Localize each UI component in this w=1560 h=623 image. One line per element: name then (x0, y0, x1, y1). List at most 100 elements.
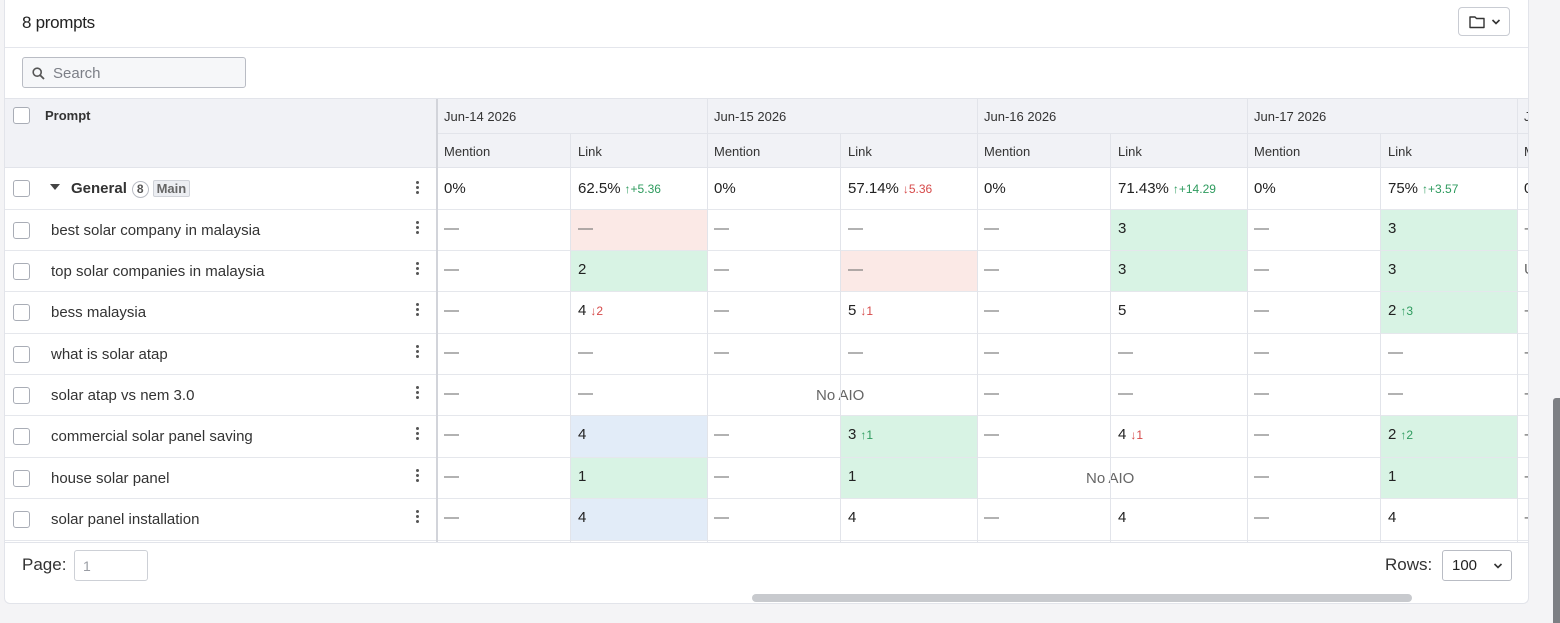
mention-value: - (1524, 385, 1529, 402)
link-value: 4 (578, 509, 590, 526)
link-number: — (1118, 385, 1133, 402)
link-value: 1 (578, 468, 590, 485)
mention-value: — (1254, 468, 1269, 485)
more-vertical-icon[interactable] (416, 221, 420, 236)
subcolumn-divider (1110, 133, 1111, 542)
row-checkbox[interactable] (13, 511, 30, 528)
rows-per-page-select[interactable]: 100 (1442, 550, 1512, 581)
link-number: — (1388, 344, 1403, 361)
prompt-label[interactable]: house solar panel (51, 470, 170, 487)
prompt-label[interactable]: top solar companies in malaysia (51, 263, 265, 280)
link-number: 1 (1388, 468, 1397, 485)
link-delta: ↓2 (590, 304, 604, 318)
mention-value: — (984, 385, 999, 402)
mention-value: — (714, 220, 729, 237)
more-vertical-icon[interactable] (416, 427, 420, 442)
link-number: 2 (578, 261, 587, 278)
link-delta: ↑3 (1400, 304, 1414, 318)
table-row[interactable] (5, 375, 1528, 416)
prompt-label[interactable]: solar panel installation (51, 511, 200, 528)
more-vertical-icon[interactable] (416, 510, 420, 525)
vertical-scrollbar[interactable] (1553, 398, 1560, 623)
link-delta: ↓1 (1130, 428, 1144, 442)
mention-value: — (1254, 426, 1269, 443)
link-value: 3 (1118, 261, 1130, 278)
prompt-label[interactable]: commercial solar panel saving (51, 428, 253, 445)
row-checkbox[interactable] (13, 428, 30, 445)
link-number: 2 (1388, 426, 1397, 443)
table-row[interactable] (5, 458, 1528, 499)
link-value: — (578, 220, 597, 237)
group-checkbox[interactable] (13, 180, 30, 197)
prompt-label[interactable]: solar atap vs nem 3.0 (51, 387, 195, 404)
link-value: 1 (848, 468, 860, 485)
link-cell-highlight (571, 251, 707, 291)
page-input[interactable]: 1 (74, 550, 148, 581)
link-value: 2 (578, 261, 590, 278)
date-header: Jun-16 2026 (984, 109, 1057, 124)
mention-header: M (1524, 144, 1528, 159)
link-value: 1 (1388, 468, 1400, 485)
more-vertical-icon[interactable] (416, 181, 420, 196)
link-number: — (848, 261, 863, 278)
more-vertical-icon[interactable] (416, 303, 420, 318)
link-cell-highlight (571, 416, 707, 457)
link-value: 5 (1118, 302, 1130, 319)
group-link-value: 75% ↑+3.57 (1388, 180, 1458, 197)
table-row[interactable] (5, 251, 1528, 292)
group-mention-value: 0% (444, 180, 466, 197)
more-vertical-icon[interactable] (416, 345, 420, 360)
more-vertical-icon[interactable] (416, 262, 420, 277)
page-title: 8 prompts (22, 13, 95, 32)
search-input[interactable] (53, 62, 238, 84)
mention-value: — (714, 261, 729, 278)
prompt-label[interactable]: best solar company in malaysia (51, 222, 261, 239)
mention-value: — (1254, 220, 1269, 237)
mention-value: — (984, 426, 999, 443)
row-checkbox[interactable] (13, 222, 30, 239)
table-row[interactable] (5, 292, 1528, 334)
horizontal-scrollbar[interactable] (752, 594, 1412, 602)
more-vertical-icon[interactable] (416, 469, 420, 484)
link-cell-highlight (1381, 292, 1517, 333)
select-all-checkbox[interactable] (13, 107, 30, 124)
group-link-delta: ↑+3.57 (1422, 182, 1459, 196)
link-value: 4 (848, 509, 860, 526)
group-link-number: 57.14% (848, 180, 899, 197)
prompt-label[interactable]: bess malaysia (51, 304, 147, 321)
link-value: — (1118, 385, 1137, 402)
mention-header: Mention (714, 144, 761, 159)
row-checkbox[interactable] (13, 346, 30, 363)
mention-value: — (714, 302, 729, 319)
table-row[interactable] (5, 416, 1528, 458)
prompt-label[interactable]: what is solar atap (51, 346, 168, 363)
link-value: — (1388, 385, 1407, 402)
mention-value: — (714, 344, 729, 361)
link-value: 2 ↑3 (1388, 302, 1413, 319)
table-row[interactable] (5, 499, 1528, 541)
table-row[interactable] (5, 210, 1528, 251)
row-checkbox[interactable] (13, 470, 30, 487)
row-checkbox[interactable] (13, 263, 30, 280)
link-value: — (1118, 344, 1137, 361)
row-checkbox[interactable] (13, 387, 30, 404)
more-vertical-icon[interactable] (416, 386, 420, 401)
caret-down-icon[interactable] (50, 184, 60, 191)
table-footer: Page: 1 Rows: 100 (5, 541, 1528, 591)
group-mention-value: 0% (1254, 180, 1276, 197)
date-header: Jun-15 2026 (714, 109, 787, 124)
link-number: — (578, 220, 593, 237)
link-value: — (848, 220, 867, 237)
link-value: 4 (1118, 509, 1130, 526)
search-box[interactable] (22, 57, 246, 88)
date-header: Ju (1524, 109, 1528, 124)
link-value: — (848, 261, 867, 278)
row-checkbox[interactable] (13, 304, 30, 321)
folder-dropdown-button[interactable] (1458, 7, 1510, 36)
link-cell-highlight (1381, 210, 1517, 250)
mention-value: — (984, 261, 999, 278)
link-value: 2 ↑2 (1388, 426, 1413, 443)
table-row[interactable] (5, 334, 1528, 375)
link-number: — (848, 220, 863, 237)
link-number: — (1388, 385, 1403, 402)
